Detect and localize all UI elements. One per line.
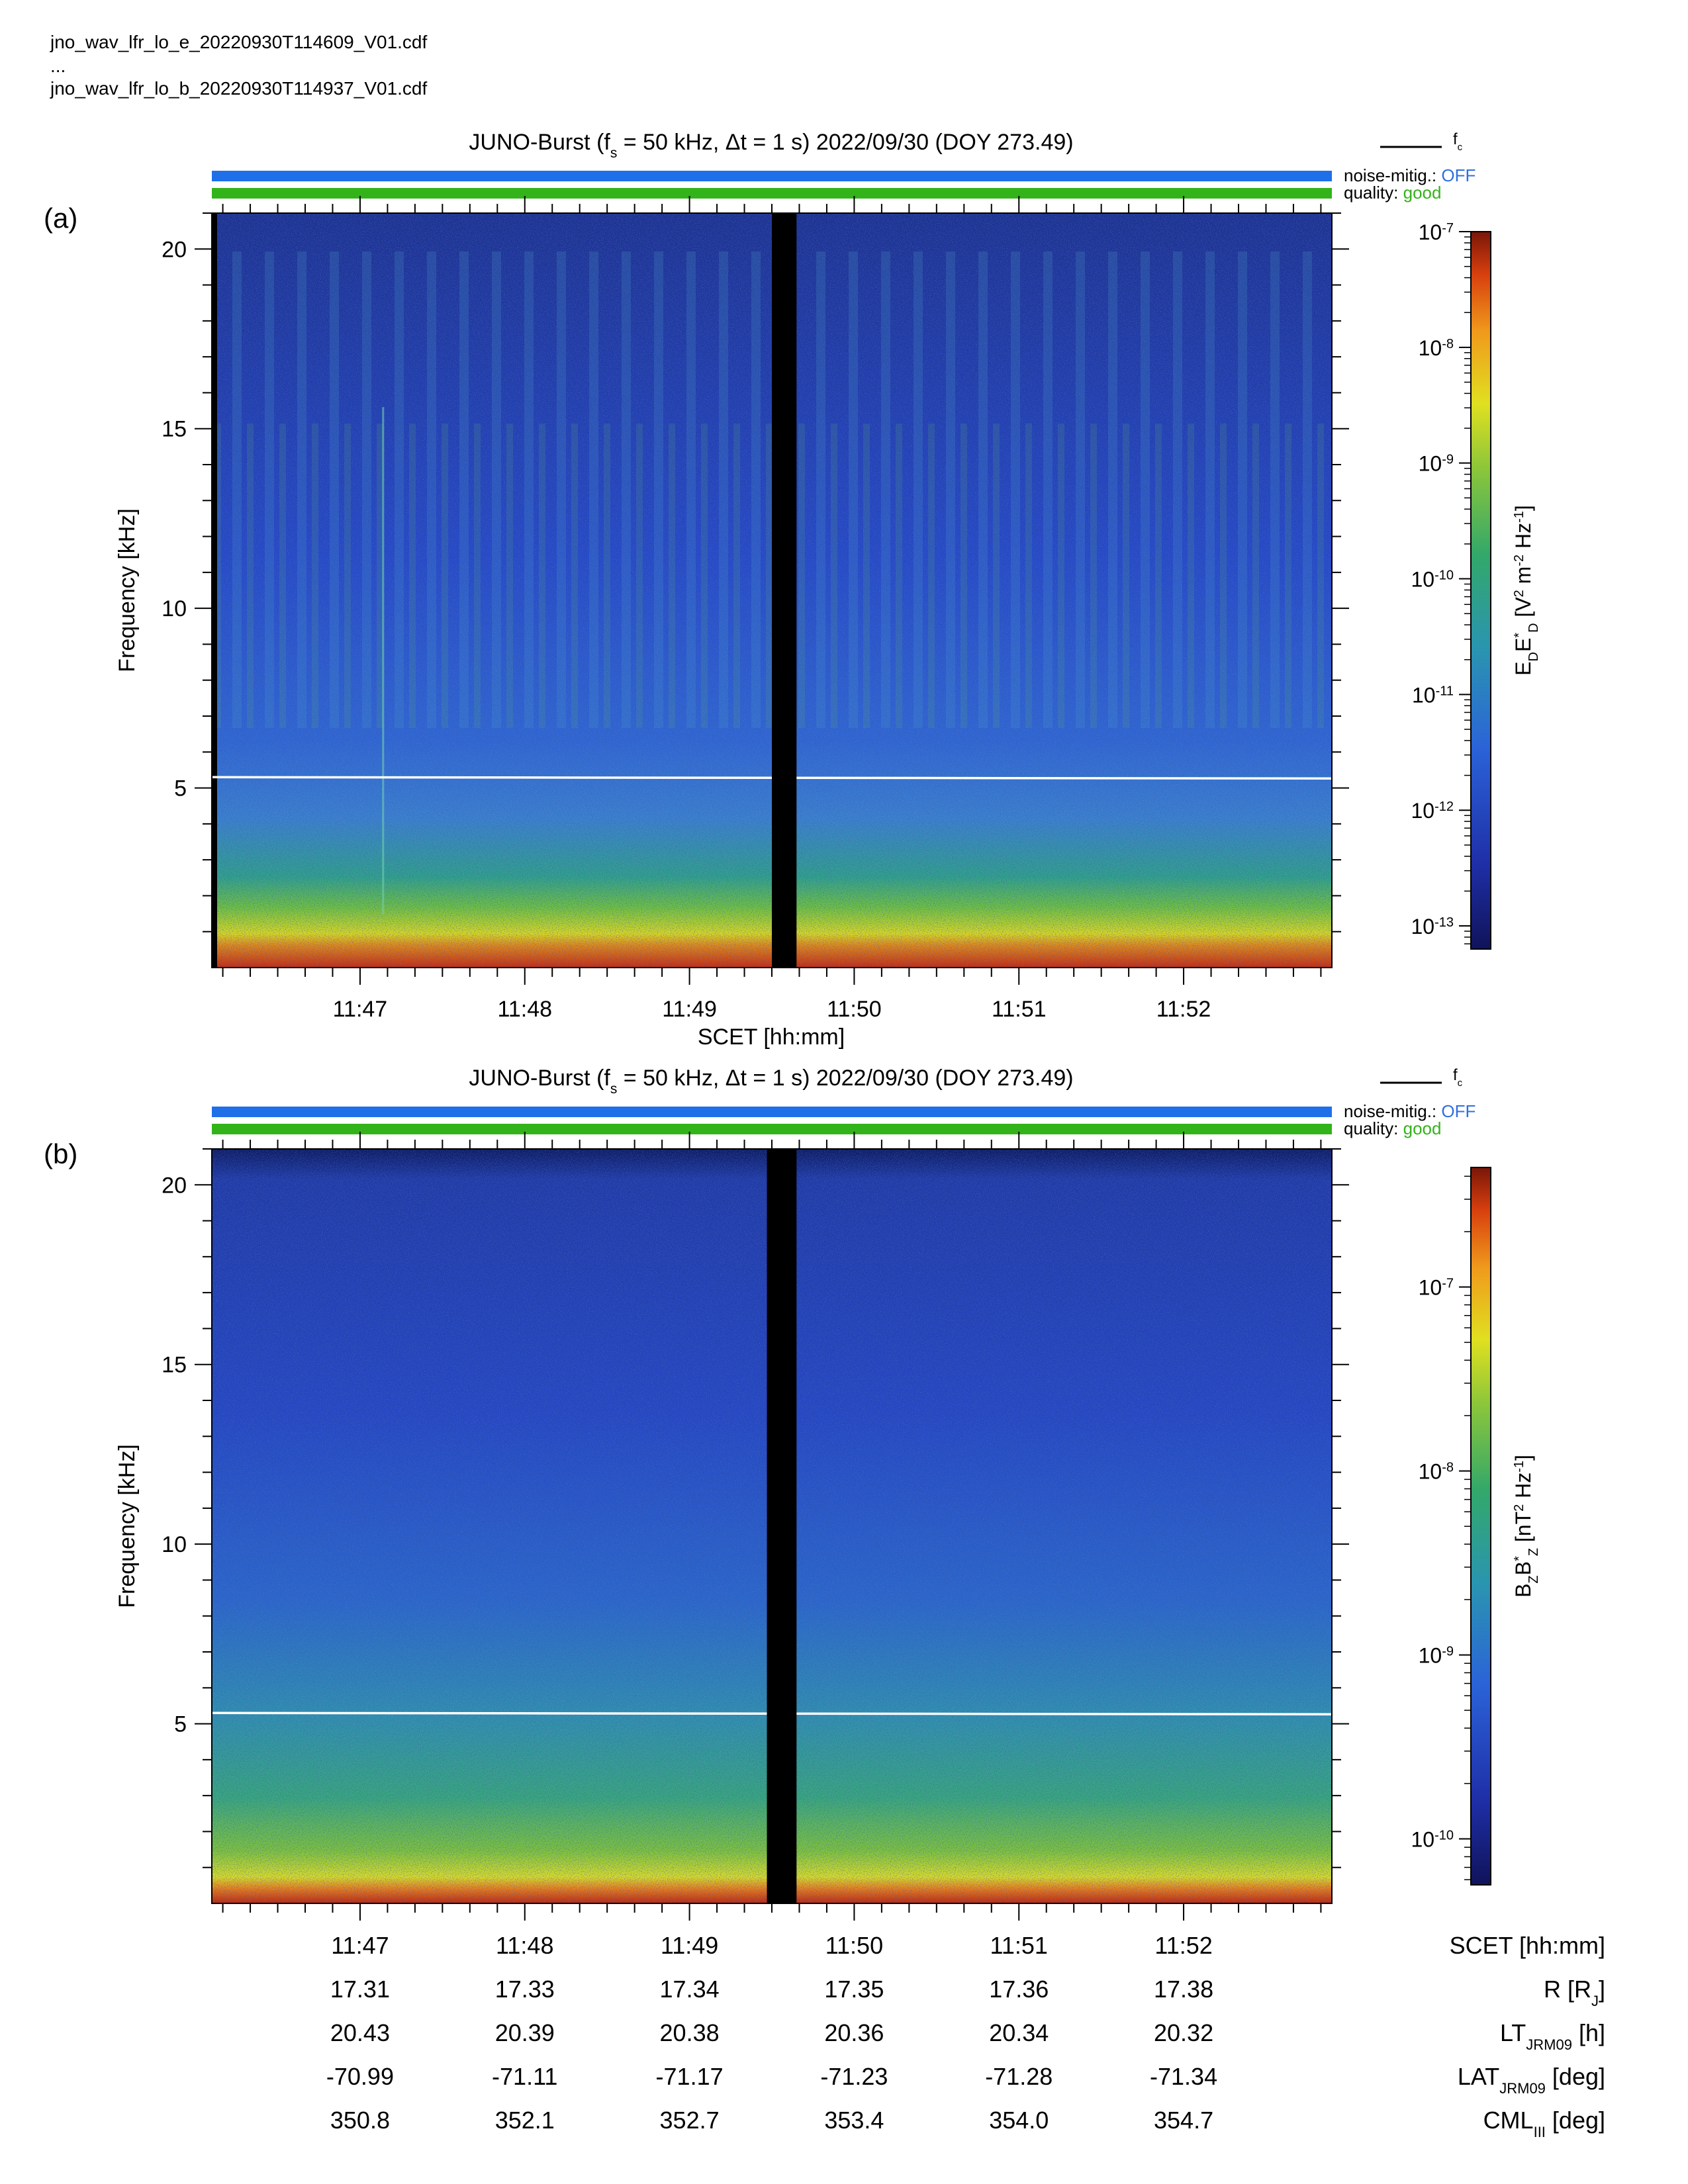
quality-bar: [212, 1124, 1332, 1134]
colorbar-label: EDE*D [V2 m-2 Hz-1]: [1511, 505, 1541, 676]
ephemeris-value: 20.39: [495, 2019, 555, 2046]
colorbar-tick-label: 10-7: [1419, 220, 1454, 244]
noise-mitig-status: noise-mitig.: OFF: [1344, 1101, 1476, 1121]
ephemeris-value: 11:49: [661, 1932, 718, 1959]
ephemeris-value: 20.38: [660, 2019, 720, 2046]
ephemeris-value: 354.7: [1154, 2107, 1213, 2134]
panel-label: (b): [44, 1138, 77, 1169]
y-tick-label: 15: [162, 417, 187, 442]
ephemeris-value: 17.34: [660, 1976, 720, 2003]
ephemeris-value: -71.23: [820, 2063, 888, 2090]
ephemeris-value: 350.8: [330, 2107, 390, 2134]
ephemeris-value: -70.99: [326, 2063, 394, 2090]
ephemeris-row-label: LATJRM09 [deg]: [1458, 2063, 1605, 2097]
colorbar: [1470, 231, 1491, 950]
ephemeris-value: -71.17: [656, 2063, 724, 2090]
colorbar-tick-label: 10-10: [1411, 1828, 1454, 1852]
ephemeris-row-label: LTJRM09 [h]: [1500, 2019, 1605, 2053]
x-tick-label: 11:47: [333, 997, 388, 1022]
colorbar-tick-label: 10-7: [1419, 1276, 1454, 1300]
y-tick-label: 20: [162, 1173, 187, 1198]
left-edge-gap: [212, 213, 217, 968]
panel-a: JUNO-Burst (fs = 50 kHz, Δt = 1 s) 2022/…: [44, 130, 1541, 1050]
ephemeris-value: 11:52: [1154, 1932, 1212, 1959]
quality-bar: [212, 188, 1332, 199]
ephemeris-row-label: R [RJ]: [1544, 1976, 1605, 2009]
quality-status: quality: good: [1344, 183, 1441, 203]
file-name-b: jno_wav_lfr_lo_b_20220930T114937_V01.cdf: [50, 78, 428, 99]
y-tick-label: 5: [174, 1712, 187, 1737]
ephemeris-row-label: SCET [hh:mm]: [1450, 1932, 1605, 1959]
ephemeris-value: 20.32: [1154, 2019, 1213, 2046]
ephemeris-value: 354.0: [989, 2107, 1049, 2134]
x-tick-label: 11:51: [992, 997, 1047, 1022]
colorbar-tick-label: 10-8: [1419, 1460, 1454, 1484]
colorbar-tick-label: 10-10: [1411, 568, 1454, 592]
ephemeris-value: 20.36: [824, 2019, 884, 2046]
x-tick-label: 11:52: [1156, 997, 1211, 1022]
ephemeris-value: 353.4: [824, 2107, 884, 2134]
fc-legend-label: fc: [1453, 130, 1463, 153]
ephemeris-value: -71.28: [985, 2063, 1053, 2090]
ephemeris-value: -71.34: [1150, 2063, 1217, 2090]
y-tick-label: 10: [162, 596, 187, 621]
ephemeris-table: 11:47 11:48 11:49 11:50 11:51 11:52 SCET [hh:m…: [326, 1932, 1605, 2140]
chart-title: JUNO-Burst (fs = 50 kHz, Δt = 1 s) 2022/…: [469, 130, 1073, 161]
colorbar-tick-label: 10-9: [1419, 452, 1454, 476]
file-ellipsis: ...: [50, 56, 66, 76]
quality-status: quality: good: [1344, 1118, 1441, 1138]
chart-title: JUNO-Burst (fs = 50 kHz, Δt = 1 s) 2022/…: [469, 1066, 1073, 1097]
colorbar-tick-label: 10-12: [1411, 799, 1454, 823]
ephemeris-value: 11:48: [496, 1932, 553, 1959]
y-axis-label: Frequency [kHz]: [115, 508, 140, 672]
panel-label: (a): [44, 203, 77, 234]
y-tick-label: 20: [162, 237, 187, 262]
x-tick-label: 11:48: [497, 997, 552, 1022]
ephemeris-value: 17.36: [989, 1976, 1049, 2003]
ephemeris-value: 17.38: [1154, 1976, 1213, 2003]
ephemeris-row-label: CMLIII [deg]: [1483, 2107, 1605, 2140]
ephemeris-value: -71.11: [492, 2063, 557, 2090]
x-tick-label: 11:49: [662, 997, 717, 1022]
ephemeris-value: 20.34: [989, 2019, 1049, 2046]
panel-b: JUNO-Burst (fs = 50 kHz, Δt = 1 s) 2022/…: [44, 1066, 1541, 1921]
data-gap: [772, 213, 797, 968]
noise-mitig-status: noise-mitig.: OFF: [1344, 165, 1476, 185]
ephemeris-value: 20.43: [330, 2019, 390, 2046]
ephemeris-value: 352.7: [660, 2107, 720, 2134]
ephemeris-value: 17.33: [495, 1976, 555, 2003]
ephemeris-value: 11:51: [990, 1932, 1048, 1959]
y-tick-label: 10: [162, 1532, 187, 1557]
x-tick-label: 11:50: [827, 997, 882, 1022]
file-name-e: jno_wav_lfr_lo_e_20220930T114609_V01.cdf: [50, 32, 428, 52]
ephemeris-value: 17.35: [824, 1976, 884, 2003]
ephemeris-value: 352.1: [495, 2107, 555, 2134]
y-tick-label: 15: [162, 1353, 187, 1378]
colorbar: [1470, 1167, 1491, 1886]
noise-mitig-bar: [212, 1107, 1332, 1117]
fc-legend-label: fc: [1453, 1066, 1463, 1089]
ephemeris-value: 17.31: [330, 1976, 390, 2003]
colorbar-tick-label: 10-11: [1412, 683, 1454, 707]
colorbar-tick-label: 10-8: [1419, 336, 1454, 360]
x-axis-label: SCET [hh:mm]: [698, 1024, 845, 1050]
data-gap: [767, 1149, 797, 1903]
colorbar-tick-label: 10-9: [1419, 1644, 1454, 1668]
colorbar-label: BZB*Z [nT2 Hz-1]: [1511, 1455, 1541, 1598]
ephemeris-value: 11:47: [331, 1932, 389, 1959]
ephemeris-value: 11:50: [825, 1932, 883, 1959]
y-tick-label: 5: [174, 776, 187, 801]
colorbar-tick-label: 10-13: [1411, 915, 1454, 938]
y-axis-label: Frequency [kHz]: [115, 1444, 140, 1608]
noise-mitig-bar: [212, 171, 1332, 181]
